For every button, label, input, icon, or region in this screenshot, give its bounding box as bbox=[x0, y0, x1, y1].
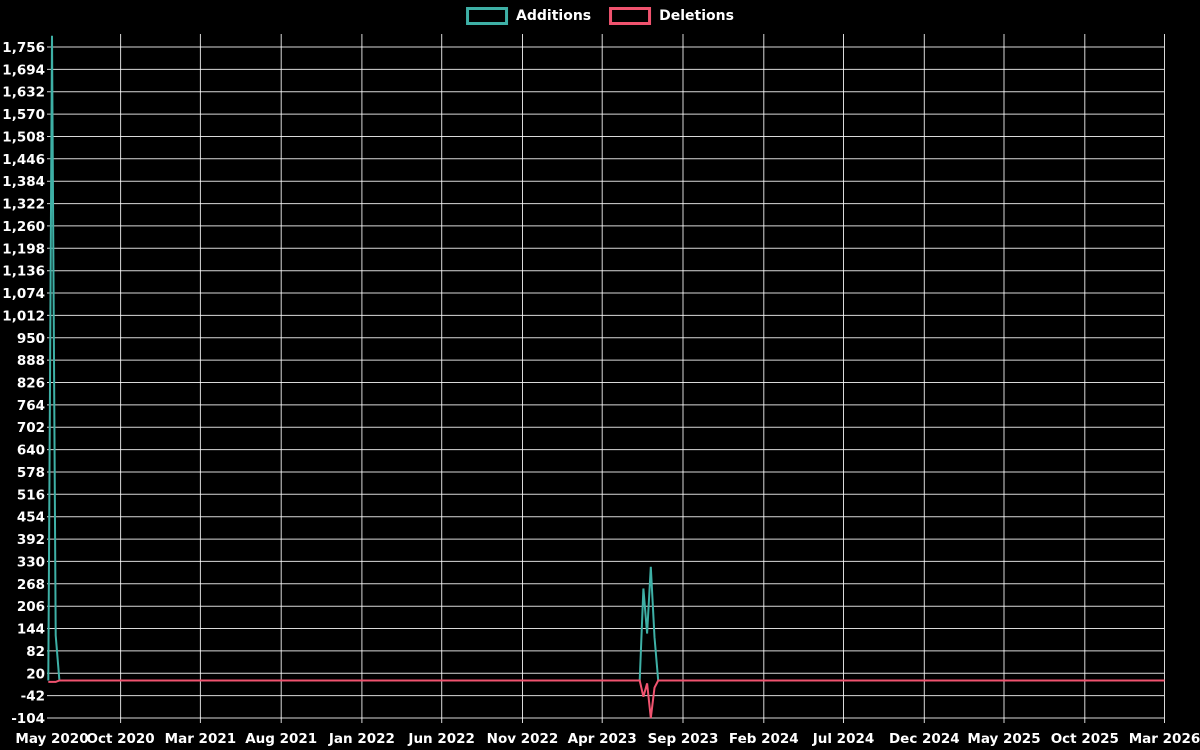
legend-item-additions[interactable]: Additions bbox=[466, 7, 591, 25]
x-axis-label: May 2025 bbox=[967, 731, 1040, 747]
x-axis-label: Oct 2025 bbox=[1051, 731, 1119, 747]
y-axis-label: 1,756 bbox=[2, 40, 45, 56]
y-axis-label: 888 bbox=[17, 353, 45, 369]
x-axis-label: Jul 2024 bbox=[812, 731, 875, 747]
legend-label-additions: Additions bbox=[516, 8, 592, 24]
y-axis-label: 1,508 bbox=[2, 130, 45, 146]
x-axis-label: Dec 2024 bbox=[889, 731, 960, 747]
x-axis-label: Mar 2021 bbox=[165, 731, 236, 747]
deletions-swatch bbox=[609, 7, 652, 25]
y-axis-label: 1,136 bbox=[2, 264, 45, 280]
y-axis-label: -42 bbox=[21, 689, 45, 705]
x-axis-label: Feb 2024 bbox=[729, 731, 799, 747]
y-axis-label: -104 bbox=[11, 711, 45, 727]
x-axis-label: Oct 2020 bbox=[86, 731, 154, 747]
y-axis-label: 1,260 bbox=[2, 219, 45, 235]
legend-label-deletions: Deletions bbox=[659, 8, 734, 24]
x-axis-label: May 2020 bbox=[15, 731, 88, 747]
y-axis-label: 578 bbox=[17, 465, 45, 481]
x-axis-label: Jun 2022 bbox=[407, 731, 475, 747]
y-axis-label: 764 bbox=[17, 398, 45, 414]
y-axis-label: 950 bbox=[17, 331, 45, 347]
legend-item-deletions[interactable]: Deletions bbox=[609, 7, 734, 25]
y-axis-label: 454 bbox=[17, 510, 45, 526]
y-axis-label: 144 bbox=[17, 622, 45, 638]
y-axis-label: 1,384 bbox=[2, 174, 45, 190]
y-axis-label: 206 bbox=[17, 599, 45, 615]
series-line-deletions bbox=[48, 679, 1165, 719]
y-axis-label: 1,570 bbox=[2, 107, 45, 123]
y-axis-label: 20 bbox=[26, 666, 45, 682]
series-line-additions bbox=[47, 35, 1165, 682]
y-axis-label: 1,074 bbox=[2, 286, 45, 302]
y-axis-label: 392 bbox=[17, 532, 45, 548]
x-axis-label: Jan 2022 bbox=[328, 731, 395, 747]
y-axis-label: 1,012 bbox=[2, 308, 45, 324]
additions-swatch bbox=[466, 7, 509, 25]
y-axis-label: 330 bbox=[17, 554, 45, 570]
x-axis-label: Aug 2021 bbox=[245, 731, 317, 747]
y-axis-label: 1,694 bbox=[2, 62, 45, 78]
chart-legend: Additions Deletions bbox=[466, 7, 734, 25]
x-axis-label: Nov 2022 bbox=[487, 731, 559, 747]
y-axis-label: 1,198 bbox=[2, 241, 45, 257]
y-axis-label: 1,322 bbox=[2, 197, 45, 213]
y-axis-label: 1,632 bbox=[2, 85, 45, 101]
y-axis-label: 82 bbox=[26, 644, 45, 660]
x-axis-label: Mar 2026 bbox=[1129, 731, 1200, 747]
y-axis-label: 640 bbox=[17, 443, 45, 459]
y-axis-label: 516 bbox=[17, 487, 45, 503]
y-axis-label: 826 bbox=[17, 376, 45, 392]
y-axis-label: 1,446 bbox=[2, 152, 45, 168]
y-axis-label: 702 bbox=[17, 420, 45, 436]
x-axis-label: Apr 2023 bbox=[568, 731, 637, 747]
x-axis-label: Sep 2023 bbox=[648, 731, 719, 747]
y-axis-label: 268 bbox=[17, 577, 45, 593]
